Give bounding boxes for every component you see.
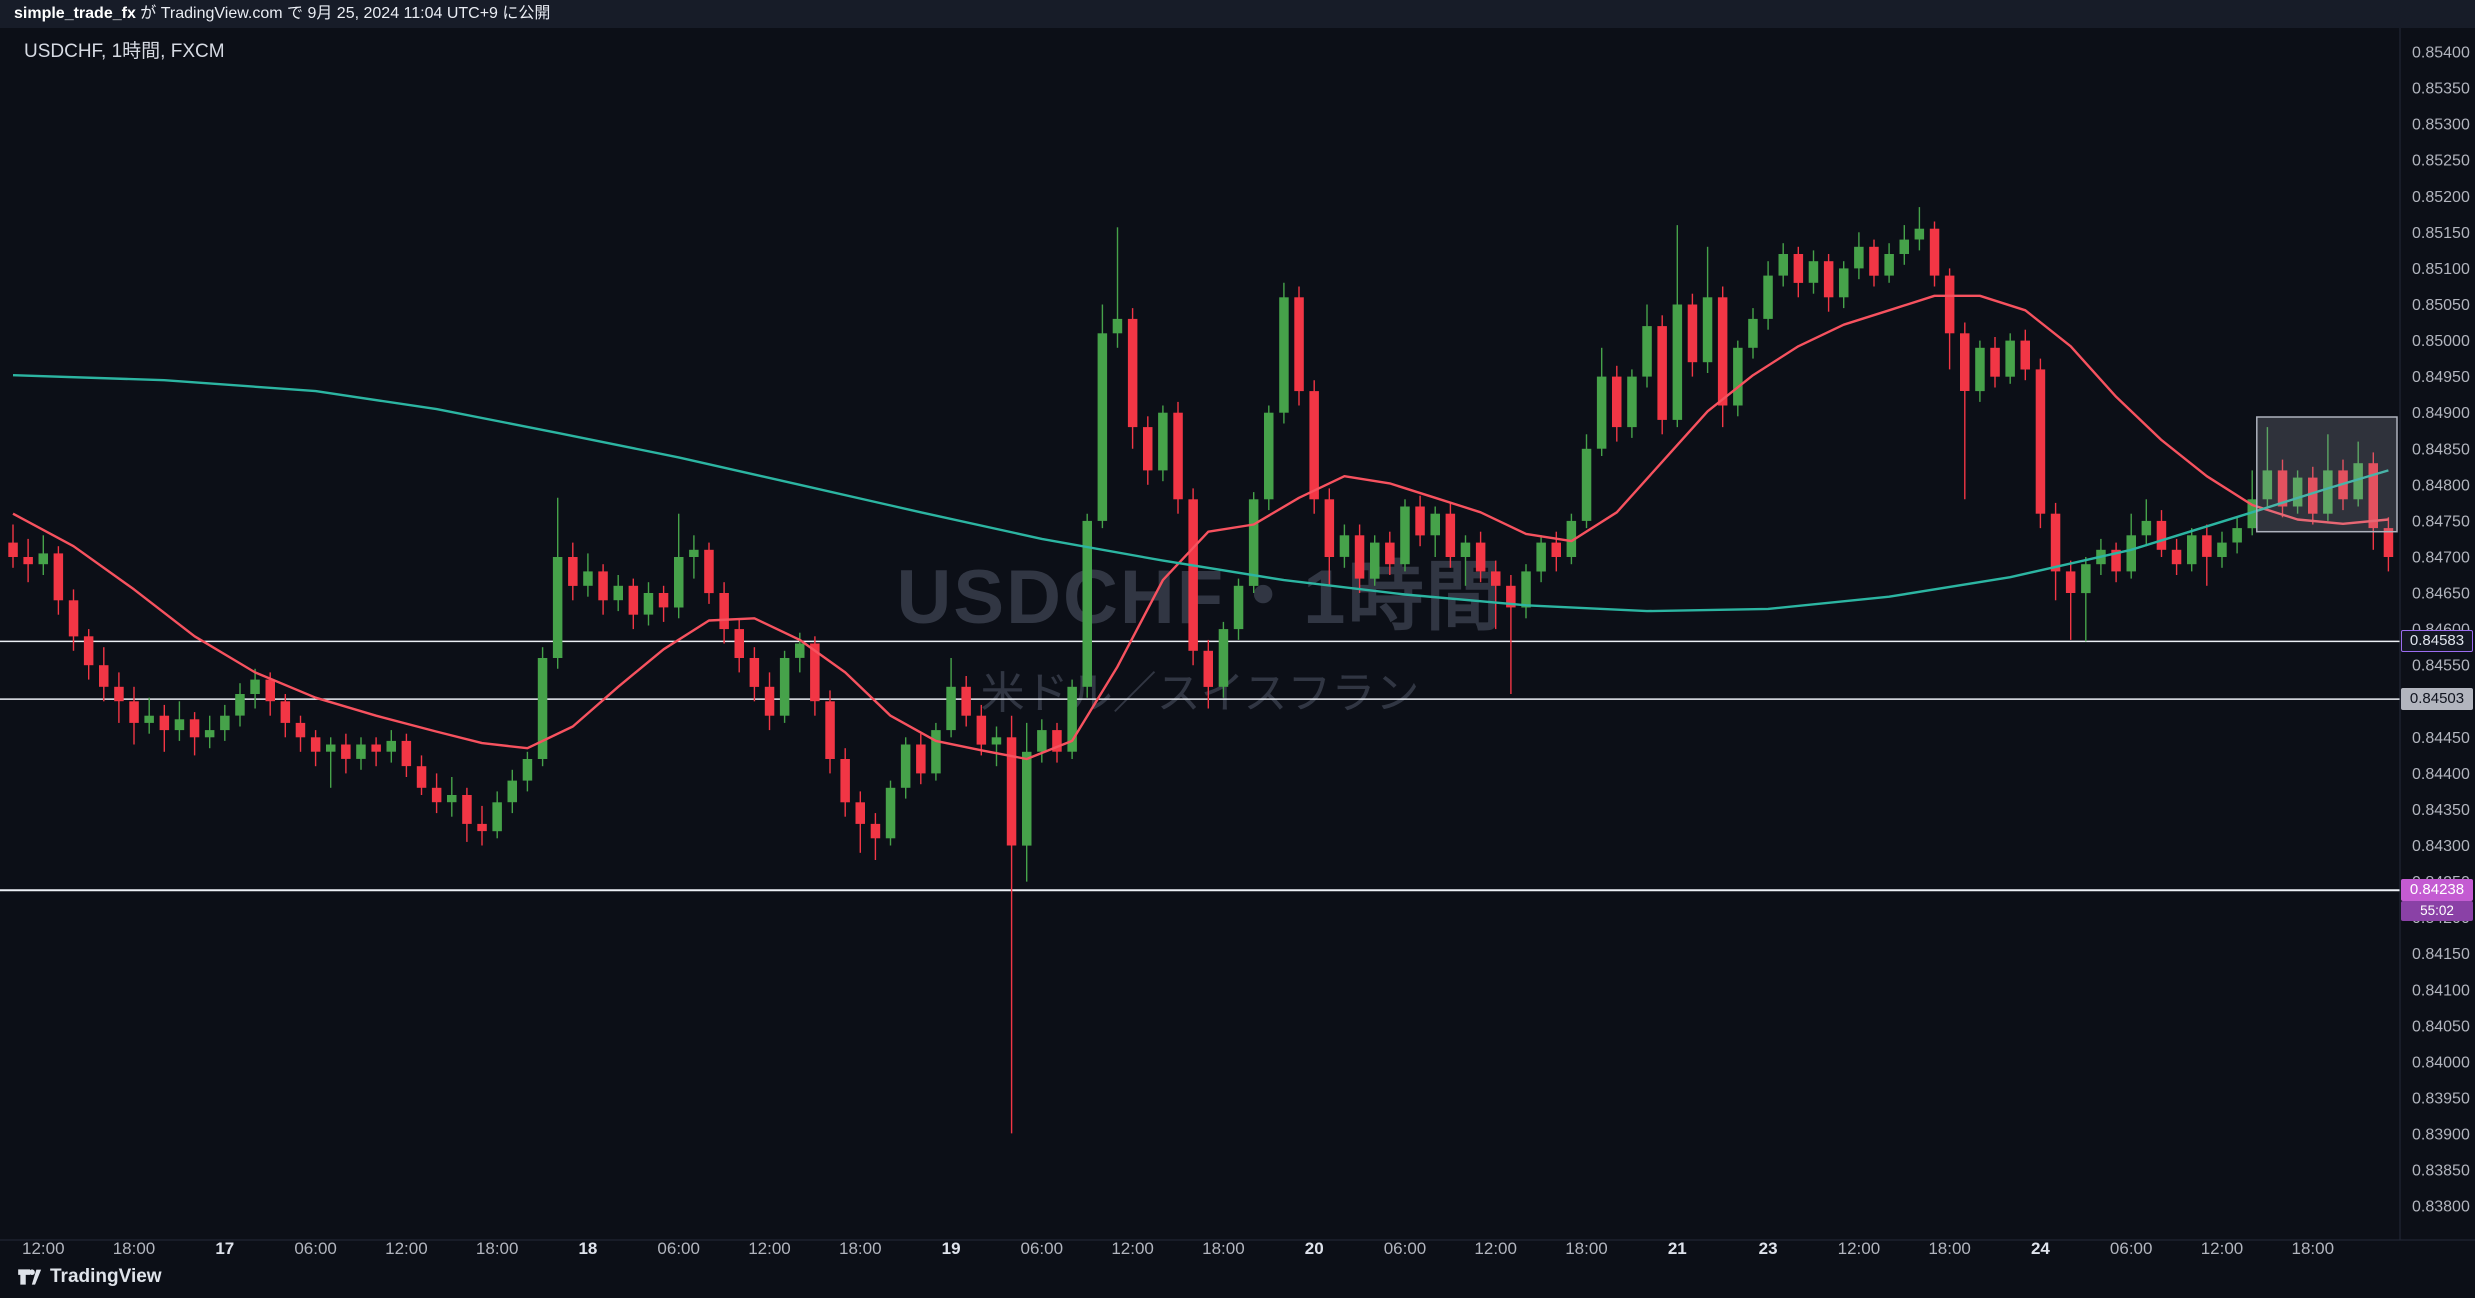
x-tick: 12:00 [748, 1239, 791, 1258]
publisher-username[interactable]: simple_trade_fx [14, 5, 136, 22]
price-label-0.84238[interactable]: 0.84238 [2401, 879, 2473, 901]
x-tick: 21 [1668, 1239, 1687, 1258]
tradingview-logo[interactable]: TradingView [16, 1264, 162, 1290]
x-tick: 18:00 [476, 1239, 519, 1258]
attribution-bar: simple_trade_fx が TradingView.com で 9月 2… [0, 0, 2475, 28]
x-tick: 18:00 [1565, 1239, 1608, 1258]
y-tick: 0.83850 [2412, 1163, 2470, 1180]
moving-averages [12, 294, 2389, 761]
y-tick: 0.85300 [2412, 117, 2470, 134]
x-tick: 20 [1305, 1239, 1324, 1258]
y-tick: 0.84550 [2412, 658, 2470, 675]
x-tick: 18:00 [113, 1239, 156, 1258]
y-tick: 0.85150 [2412, 225, 2470, 242]
y-tick: 0.84850 [2412, 441, 2470, 458]
candles [8, 207, 2394, 1134]
price-label-0.84503[interactable]: 0.84503 [2401, 688, 2473, 710]
y-tick: 0.84150 [2412, 946, 2470, 963]
x-tick: 17 [215, 1239, 234, 1258]
y-tick: 0.84300 [2412, 838, 2470, 855]
price-label-0.84583[interactable]: 0.84583 [2401, 630, 2473, 652]
x-tick: 12:00 [2201, 1239, 2244, 1258]
x-tick: 12:00 [385, 1239, 428, 1258]
y-tick: 0.85400 [2412, 45, 2470, 62]
x-tick: 06:00 [2110, 1239, 2153, 1258]
attribution-text: が TradingView.com で 9月 25, 2024 11:04 UT… [135, 5, 551, 22]
x-tick: 18 [578, 1239, 597, 1258]
y-tick: 0.83800 [2412, 1199, 2470, 1216]
y-tick: 0.84950 [2412, 369, 2470, 386]
y-tick: 0.84650 [2412, 586, 2470, 603]
y-tick: 0.84700 [2412, 550, 2470, 567]
y-tick: 0.84900 [2412, 405, 2470, 422]
y-tick: 0.85100 [2412, 261, 2470, 278]
x-tick: 06:00 [294, 1239, 337, 1258]
x-tick: 06:00 [1384, 1239, 1427, 1258]
y-tick: 0.85250 [2412, 153, 2470, 170]
y-tick: 0.85350 [2412, 81, 2470, 98]
y-tick: 0.85050 [2412, 297, 2470, 314]
y-tick: 0.84000 [2412, 1055, 2470, 1072]
x-tick: 12:00 [1838, 1239, 1881, 1258]
y-tick: 0.83900 [2412, 1127, 2470, 1144]
time-axis[interactable] [0, 1240, 2400, 1298]
y-tick: 0.85200 [2412, 189, 2470, 206]
x-tick: 18:00 [839, 1239, 882, 1258]
highlight-box-drawing[interactable] [2256, 416, 2398, 533]
y-tick: 0.83950 [2412, 1091, 2470, 1108]
x-tick: 12:00 [1111, 1239, 1154, 1258]
bar-countdown: 55:02 [2401, 901, 2473, 921]
y-tick: 0.84400 [2412, 766, 2470, 783]
y-tick: 0.84050 [2412, 1018, 2470, 1035]
y-tick: 0.84350 [2412, 802, 2470, 819]
symbol-legend[interactable]: USDCHF, 1時間, FXCM [24, 41, 225, 62]
y-tick: 0.85000 [2412, 333, 2470, 350]
x-tick: 19 [942, 1239, 961, 1258]
x-tick: 23 [1759, 1239, 1778, 1258]
x-tick: 18:00 [1202, 1239, 1245, 1258]
x-tick: 06:00 [657, 1239, 700, 1258]
ma-slow-teal [12, 374, 2389, 613]
tradingview-logo-icon [18, 1269, 42, 1285]
x-tick: 06:00 [1021, 1239, 1064, 1258]
y-tick: 0.84450 [2412, 730, 2470, 747]
x-tick: 12:00 [22, 1239, 65, 1258]
tradingview-logo-text: TradingView [50, 1266, 162, 1287]
horizontal-lines[interactable] [0, 640, 2400, 892]
x-tick: 18:00 [2292, 1239, 2335, 1258]
time-scale-ticks: 12:00 18:00 17 06:00 12:00 18:00 18 06:00 12:00 1… [22, 1239, 2334, 1258]
x-tick: 24 [2031, 1239, 2050, 1258]
y-tick: 0.84100 [2412, 982, 2470, 999]
ma-fast-red [12, 294, 2389, 761]
y-tick: 0.84750 [2412, 513, 2470, 530]
x-tick: 18:00 [1928, 1239, 1971, 1258]
y-tick: 0.84800 [2412, 477, 2470, 494]
x-tick: 12:00 [1474, 1239, 1517, 1258]
